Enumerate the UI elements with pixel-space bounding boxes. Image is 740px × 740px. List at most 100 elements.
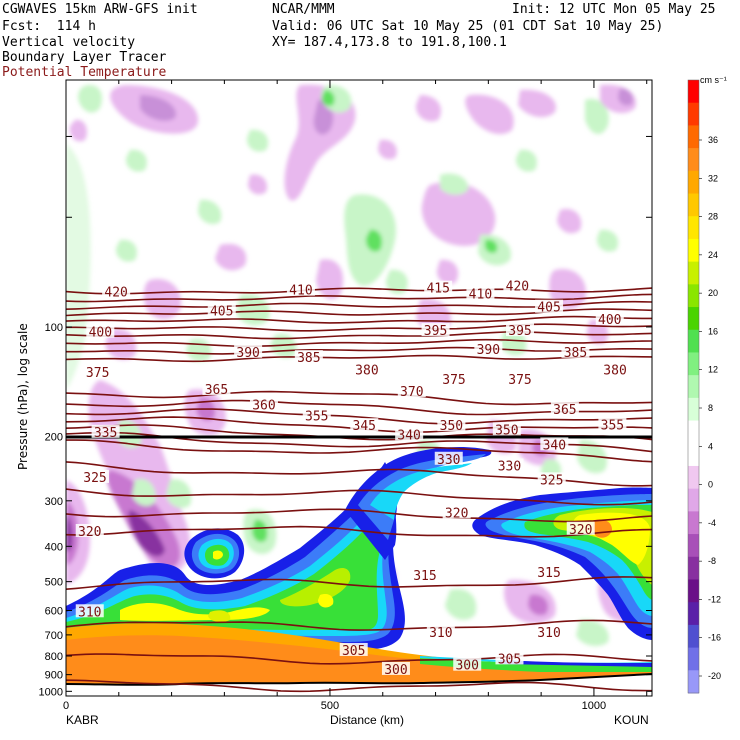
colorbar-label: -12 — [708, 594, 721, 604]
theta-label-bg — [339, 642, 368, 656]
theta-isoline — [66, 576, 652, 590]
colorbar-swatch — [688, 579, 699, 603]
theta-isoline — [66, 287, 652, 295]
colorbar-swatch — [688, 397, 699, 422]
theta-label: 400 — [89, 326, 112, 341]
theta-label-bg — [506, 372, 535, 386]
theta-isoline — [66, 323, 652, 332]
colorbar-label: 32 — [708, 173, 718, 183]
colorbar-label: 36 — [708, 135, 718, 145]
theta-isoline — [66, 679, 652, 693]
theta-isoline — [66, 408, 652, 425]
theta-label: 380 — [355, 364, 378, 379]
theta-label-bg — [91, 424, 120, 438]
theta-isoline — [66, 354, 652, 363]
theta-label-bg — [426, 625, 455, 639]
colorbar-label: 24 — [708, 250, 718, 260]
theta-isoline — [66, 338, 652, 348]
colorbar-label: -8 — [708, 556, 716, 566]
theta-label: 340 — [543, 438, 566, 453]
theta-label-bg — [397, 384, 426, 398]
theta-label: 345 — [353, 419, 376, 434]
theta-label-bg — [550, 402, 579, 416]
theta-label-bg — [566, 521, 595, 535]
theta-label: 300 — [384, 663, 407, 678]
y-tick-label: 800 — [45, 651, 63, 663]
colorbar-swatch — [688, 102, 699, 126]
theta-label-bg — [352, 362, 381, 376]
theta-label-bg — [495, 458, 524, 472]
colorbar-label: 28 — [708, 212, 718, 222]
theta-label: 370 — [400, 385, 423, 400]
theta-label-bg — [234, 344, 263, 358]
theta-label-bg — [83, 365, 112, 379]
colorbar-label: 4 — [708, 441, 713, 451]
theta-label: 420 — [506, 280, 529, 295]
theta-label: 325 — [540, 473, 563, 488]
colorbar-label: 20 — [708, 288, 718, 298]
theta-label-bg — [535, 564, 564, 578]
colorbar-swatch — [688, 193, 699, 217]
theta-label: 365 — [553, 403, 576, 418]
x-tick-label: 0 — [63, 700, 69, 712]
theta-label: 320 — [569, 523, 592, 538]
theta-label: 390 — [236, 346, 259, 361]
theta-label: 375 — [86, 366, 109, 381]
theta-isoline — [66, 315, 652, 324]
surface-layer — [66, 623, 652, 696]
theta-isoline — [66, 346, 652, 355]
y-tick-label: 100 — [45, 322, 63, 334]
y-tick-label: 400 — [45, 541, 63, 553]
theta-label: 350 — [440, 419, 463, 434]
theta-label-bg — [474, 342, 503, 356]
colorbar-swatch — [688, 216, 699, 240]
theta-label-bg — [440, 372, 469, 386]
model-title: CGWAVES 15km ARW-GFS init — [2, 2, 198, 17]
theta-label-bg — [442, 505, 471, 519]
theta-label-bg — [350, 418, 379, 432]
field-vertical-velocity: Vertical velocity — [2, 35, 136, 50]
theta-label: 385 — [564, 346, 587, 361]
plot-frame — [65, 79, 653, 697]
theta-label: 320 — [445, 506, 468, 521]
theta-label: 405 — [210, 304, 233, 319]
theta-label-bg — [86, 324, 115, 338]
colorbar-label: 0 — [708, 480, 713, 490]
colorbar-swatch — [688, 624, 699, 649]
y-tick-label: 200 — [45, 432, 63, 444]
theta-isoline — [66, 653, 652, 665]
theta-label-bg — [535, 625, 564, 639]
theta-label-bg — [540, 437, 569, 451]
theta-label: 410 — [289, 284, 312, 299]
theta-label-bg — [561, 344, 590, 358]
vertical-velocity-field — [66, 84, 636, 390]
theta-label-bg — [437, 418, 466, 432]
y-tick-label: 500 — [45, 577, 63, 589]
field-boundary-layer-tracer: Boundary Layer Tracer — [2, 50, 167, 65]
theta-label: 355 — [305, 410, 328, 425]
theta-label-bg — [410, 568, 439, 582]
theta-label-bg — [595, 311, 624, 325]
theta-label-bg — [75, 604, 104, 618]
x-axis-label: Distance (km) — [330, 713, 404, 727]
colorbar-swatch — [688, 556, 699, 580]
theta-label: 395 — [424, 324, 447, 339]
theta-label: 415 — [426, 282, 449, 297]
theta-label: 310 — [429, 626, 452, 641]
theta-label-bg — [102, 284, 131, 298]
theta-label-bg — [381, 661, 410, 675]
theta-label: 360 — [252, 398, 275, 413]
theta-label: 310 — [537, 626, 560, 641]
theta-label: 390 — [477, 343, 500, 358]
theta-label: 375 — [508, 373, 531, 388]
y-tick-label: 600 — [45, 605, 63, 617]
cross-section-endpoints: XY= 187.4,173.8 to 191.8,100.1 — [272, 35, 507, 50]
theta-label-bg — [395, 427, 424, 441]
theta-label-bg — [492, 422, 521, 436]
theta-label-bg — [75, 523, 104, 537]
theta-label: 330 — [498, 459, 521, 474]
theta-label: 420 — [104, 286, 127, 301]
theta-label: 315 — [537, 566, 560, 581]
init-time: Init: 12 UTC Mon 05 May 25 — [512, 2, 716, 17]
y-tick-label: 1000 — [39, 686, 63, 698]
